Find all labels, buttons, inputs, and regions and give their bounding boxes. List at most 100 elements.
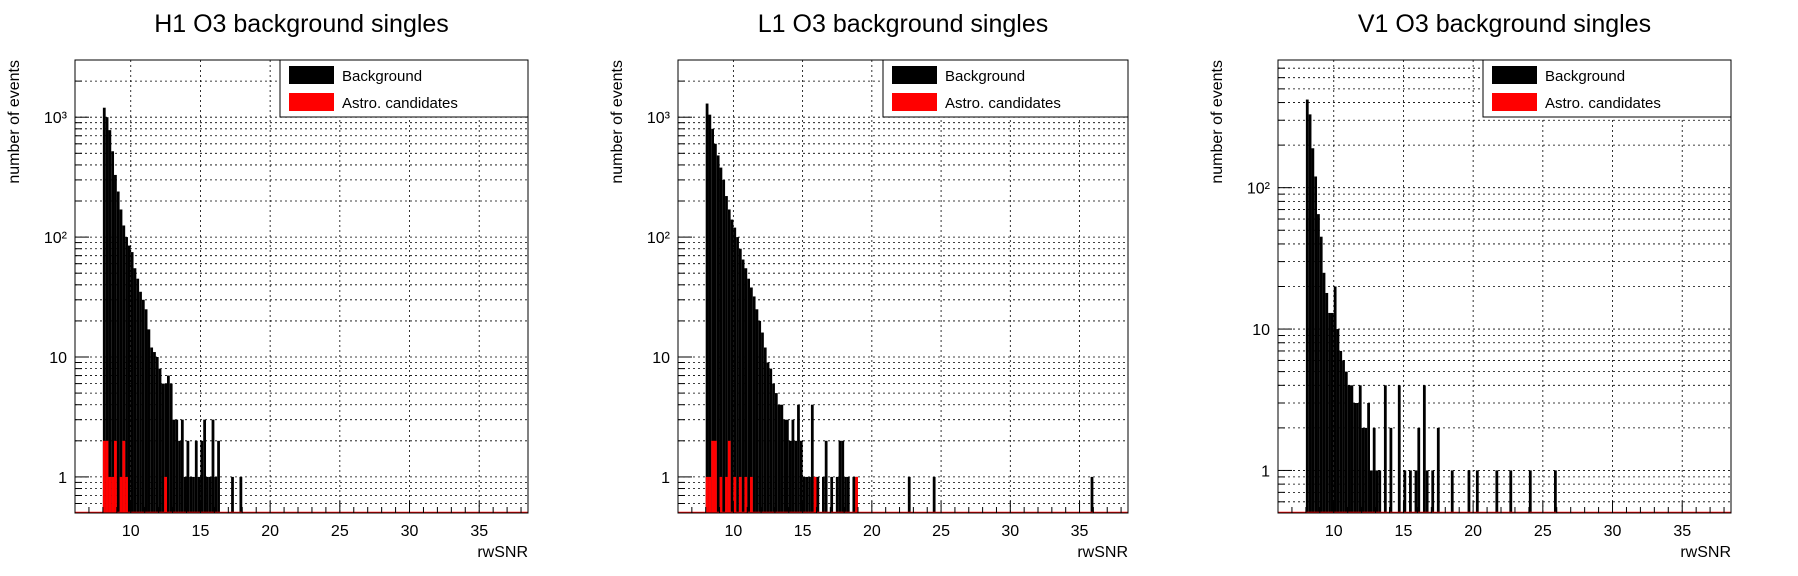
background-bar bbox=[1425, 470, 1429, 513]
y-tick-label: 10 bbox=[1252, 322, 1270, 339]
y-tick-label: 10³ bbox=[647, 110, 671, 127]
background-bar bbox=[835, 476, 839, 513]
chart-title: L1 O3 background singles bbox=[758, 10, 1048, 38]
background-bar bbox=[1475, 470, 1479, 513]
panel-2: 10 15 20 25 30 35 1 10 10² 10³ L1 O3 background si… bbox=[609, 10, 1129, 561]
background-bar bbox=[111, 151, 115, 513]
background-bar bbox=[714, 143, 717, 513]
background-bar bbox=[127, 245, 131, 513]
background-bar bbox=[1347, 385, 1351, 513]
background-bar bbox=[1397, 385, 1401, 513]
legend-swatch-background bbox=[289, 66, 334, 84]
background-bar bbox=[799, 440, 803, 513]
x-tick-label: 35 bbox=[470, 523, 488, 540]
background-bar bbox=[183, 476, 187, 513]
candidate-bar bbox=[727, 440, 731, 513]
x-tick-label: 10 bbox=[122, 523, 140, 540]
background-bar bbox=[211, 419, 215, 513]
x-tick-label: 25 bbox=[932, 523, 950, 540]
background-bar bbox=[1495, 470, 1499, 513]
background-bar bbox=[130, 252, 134, 513]
background-bar bbox=[239, 476, 243, 513]
background-bar bbox=[705, 103, 709, 514]
candidate-bar bbox=[164, 476, 167, 513]
legend-label: Background bbox=[342, 68, 422, 85]
background-bar bbox=[1361, 427, 1365, 513]
legend: Background Astro. candidates bbox=[882, 59, 1129, 118]
background-bar bbox=[119, 209, 123, 514]
legend-swatch-candidates bbox=[289, 93, 334, 111]
legend-label: Astro. candidates bbox=[1545, 95, 1661, 112]
background-bar bbox=[1350, 385, 1354, 513]
chart-title: V1 O3 background singles bbox=[1358, 10, 1651, 38]
background-bar bbox=[852, 476, 856, 513]
background-bar bbox=[1372, 427, 1376, 513]
background-bar bbox=[1422, 385, 1426, 513]
candidate-bar bbox=[813, 476, 817, 513]
background-bar bbox=[755, 309, 759, 513]
background-bar bbox=[1364, 427, 1368, 513]
x-tick-label: 35 bbox=[1071, 523, 1089, 540]
legend-label: Background bbox=[1545, 68, 1625, 85]
background-bar bbox=[846, 476, 850, 513]
legend-swatch-candidates bbox=[1492, 93, 1537, 111]
legend-label: Astro. candidates bbox=[342, 95, 458, 112]
background-bar bbox=[1358, 385, 1362, 513]
candidate-bar bbox=[719, 476, 723, 513]
background-bar bbox=[122, 225, 126, 514]
chart-title: H1 O3 background singles bbox=[154, 10, 449, 38]
background-bar bbox=[203, 419, 207, 513]
background-bar bbox=[105, 117, 109, 514]
background-bar bbox=[1090, 476, 1094, 513]
candidate-bar bbox=[711, 440, 714, 513]
background-bar bbox=[1509, 470, 1513, 513]
y-tick-label: 10² bbox=[647, 230, 671, 247]
background-bar bbox=[175, 419, 179, 513]
x-tick-label: 10 bbox=[724, 523, 742, 540]
background-bar bbox=[708, 114, 712, 513]
candidate-bar bbox=[733, 476, 737, 513]
legend: Background Astro. candidates bbox=[279, 59, 529, 118]
background-bar bbox=[186, 440, 190, 513]
background-bar bbox=[125, 237, 128, 514]
legend-swatch-candidates bbox=[892, 93, 937, 111]
background-bar bbox=[802, 476, 806, 513]
y-tick-label: 10 bbox=[49, 350, 67, 367]
background-bar bbox=[824, 440, 828, 513]
background-bar bbox=[1314, 176, 1318, 513]
background-bar bbox=[1344, 371, 1348, 513]
x-axis-label: rwSNR bbox=[477, 544, 528, 561]
candidate-bar bbox=[114, 440, 117, 513]
background-bar bbox=[758, 320, 762, 513]
background-bar bbox=[808, 476, 811, 513]
y-tick-label: 10² bbox=[44, 230, 68, 247]
x-tick-label: 25 bbox=[1534, 523, 1552, 540]
background-bar bbox=[838, 440, 842, 513]
background-bar bbox=[206, 476, 209, 513]
background-bar bbox=[810, 404, 814, 513]
x-tick-label: 15 bbox=[794, 523, 812, 540]
y-axis-label: number of events bbox=[1209, 60, 1226, 184]
background-bar bbox=[194, 440, 198, 513]
x-axis-label: rwSNR bbox=[1680, 544, 1731, 561]
background-bar bbox=[208, 476, 212, 513]
background-bar bbox=[766, 362, 770, 513]
background-bar bbox=[166, 375, 170, 513]
legend-label: Background bbox=[945, 68, 1025, 85]
background-bar bbox=[797, 404, 800, 513]
x-tick-label: 15 bbox=[1395, 523, 1413, 540]
background-bar bbox=[1317, 214, 1320, 513]
background-bar bbox=[725, 196, 728, 513]
background-bar bbox=[738, 248, 742, 514]
background-bar bbox=[1369, 470, 1373, 513]
background-bar bbox=[147, 329, 151, 513]
background-bar bbox=[794, 440, 798, 513]
background-bar bbox=[761, 332, 764, 513]
background-bar bbox=[231, 476, 234, 513]
background-bar bbox=[141, 299, 145, 513]
candidate-bar bbox=[119, 476, 123, 513]
background-bar bbox=[178, 440, 181, 513]
background-bar bbox=[1336, 329, 1340, 513]
background-bar bbox=[1383, 385, 1387, 513]
